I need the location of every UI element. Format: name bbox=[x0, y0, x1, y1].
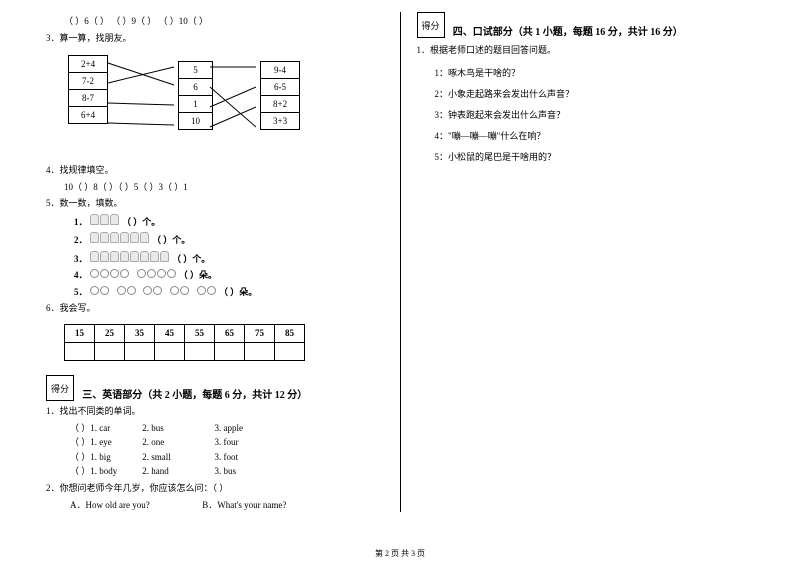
e1c: 3. apple bbox=[215, 421, 285, 435]
e2a: （ ）1. eye bbox=[70, 435, 140, 449]
section4-title: 四、口试部分（共 1 小题，每题 16 分，共计 16 分） bbox=[453, 23, 683, 38]
q5-title: 5．数一数，填数。 bbox=[46, 197, 384, 211]
rq1-2: 2：小象走起路来会发出什么声音？ bbox=[435, 87, 755, 100]
e4c: 3. bus bbox=[215, 464, 285, 478]
match-mid-3: 10 bbox=[179, 113, 212, 129]
e2c: 3. four bbox=[215, 435, 285, 449]
score-box-left: 得分 bbox=[46, 375, 74, 401]
e1a: （ ）1. car bbox=[70, 421, 140, 435]
q5-3-num: 3． bbox=[74, 254, 88, 264]
match-right-3: 3+3 bbox=[261, 113, 299, 129]
en-row-2: （ ）1. eye 2. one 3. four bbox=[70, 435, 384, 449]
cell-0: 15 bbox=[65, 324, 95, 342]
rq1-1: 1：啄木鸟是干啥的？ bbox=[435, 66, 755, 79]
rq1-5: 5：小松鼠的尾巴是干啥用的？ bbox=[435, 150, 755, 163]
e3a: （ ）1. big bbox=[70, 450, 140, 464]
q5-3-blank: （ ）个。 bbox=[172, 254, 210, 264]
eq2a: A．How old are you? bbox=[70, 498, 200, 512]
section3-title: 三、英语部分（共 2 小题，每题 6 分，共计 12 分） bbox=[82, 386, 307, 401]
rq1-4: 4："嘣—嘣—嘣"什么在响？ bbox=[435, 129, 755, 142]
q5-row-4: 4． （ ）朵。 bbox=[74, 269, 384, 283]
cell-7: 85 bbox=[275, 324, 305, 342]
cell-3: 45 bbox=[155, 324, 185, 342]
q5-5-blank: （ ）朵。 bbox=[219, 287, 257, 297]
en-row-1: （ ）1. car 2. bus 3. apple bbox=[70, 421, 384, 435]
match-left-1: 7-2 bbox=[69, 73, 107, 90]
q5-4-num: 4． bbox=[74, 270, 88, 280]
match-left-group: 2+4 7-2 8-7 6+4 bbox=[68, 55, 108, 124]
eq2-title: 2．你想问老师今年几岁，你应该怎么问：（ ） bbox=[46, 482, 384, 496]
q5-row-3: 3． （ ）个。 bbox=[74, 251, 384, 267]
fill-blank-line: （ ）6（ ） （ ）9（ ） （ ）10（ ） bbox=[64, 15, 384, 29]
q5-2-blank: （ ）个。 bbox=[152, 235, 190, 245]
e3b: 2. small bbox=[142, 450, 212, 464]
match-diagram: 2+4 7-2 8-7 6+4 5 6 1 10 9-4 6-5 8+2 3+3 bbox=[46, 51, 384, 161]
eq2b: B．What's your name? bbox=[202, 500, 286, 510]
q5-1-blank: （ ）个。 bbox=[122, 217, 160, 227]
q5-row-5: 5． （ ）朵。 bbox=[74, 286, 384, 300]
eq1-title: 1．找出不同类的单词。 bbox=[46, 405, 384, 419]
q3-title: 3．算一算，找朋友。 bbox=[46, 32, 384, 46]
q5-2-num: 2． bbox=[74, 235, 88, 245]
page-footer: 第 2 页 共 3 页 bbox=[0, 548, 800, 559]
cell-6: 75 bbox=[245, 324, 275, 342]
match-mid-0: 5 bbox=[179, 62, 212, 79]
e4b: 2. hand bbox=[142, 464, 212, 478]
match-right-group: 9-4 6-5 8+2 3+3 bbox=[260, 61, 300, 130]
match-left-3: 6+4 bbox=[69, 107, 107, 123]
number-table: 15 25 35 45 55 65 75 85 bbox=[64, 324, 305, 361]
q4-title: 4．找规律填空。 bbox=[46, 164, 384, 178]
e2b: 2. one bbox=[142, 435, 212, 449]
match-left-0: 2+4 bbox=[69, 56, 107, 73]
match-right-0: 9-4 bbox=[261, 62, 299, 79]
match-mid-1: 6 bbox=[179, 79, 212, 96]
q5-row-1: 1． （ ）个。 bbox=[74, 214, 384, 230]
cell-2: 35 bbox=[125, 324, 155, 342]
score-box-right: 得分 bbox=[417, 12, 445, 38]
e4a: （ ）1. body bbox=[70, 464, 140, 478]
en-row-4: （ ）1. body 2. hand 3. bus bbox=[70, 464, 384, 478]
q5-5-num: 5． bbox=[74, 287, 88, 297]
e1b: 2. bus bbox=[142, 421, 212, 435]
e3c: 3. foot bbox=[215, 450, 285, 464]
match-right-2: 8+2 bbox=[261, 96, 299, 113]
rq1-title: 1．根据老师口述的题目回答问题。 bbox=[417, 44, 755, 58]
cell-1: 25 bbox=[95, 324, 125, 342]
q5-1-num: 1． bbox=[74, 217, 88, 227]
rq1-3: 3：钟表跑起来会发出什么声音？ bbox=[435, 108, 755, 121]
eq2-options: A．How old are you? B．What's your name? bbox=[70, 498, 384, 512]
cell-5: 65 bbox=[215, 324, 245, 342]
en-row-3: （ ）1. big 2. small 3. foot bbox=[70, 450, 384, 464]
match-right-1: 6-5 bbox=[261, 79, 299, 96]
q5-4-blank: （ ）朵。 bbox=[179, 270, 217, 280]
q4-body: 10（ ）8（ ）（ ）5（ ）3（ ）1 bbox=[64, 181, 384, 195]
cell-4: 55 bbox=[185, 324, 215, 342]
match-left-2: 8-7 bbox=[69, 90, 107, 107]
match-mid-group: 5 6 1 10 bbox=[178, 61, 213, 130]
q5-row-2: 2． （ ）个。 bbox=[74, 232, 384, 248]
q6-title: 6．我会写。 bbox=[46, 302, 384, 316]
match-mid-2: 1 bbox=[179, 96, 212, 113]
